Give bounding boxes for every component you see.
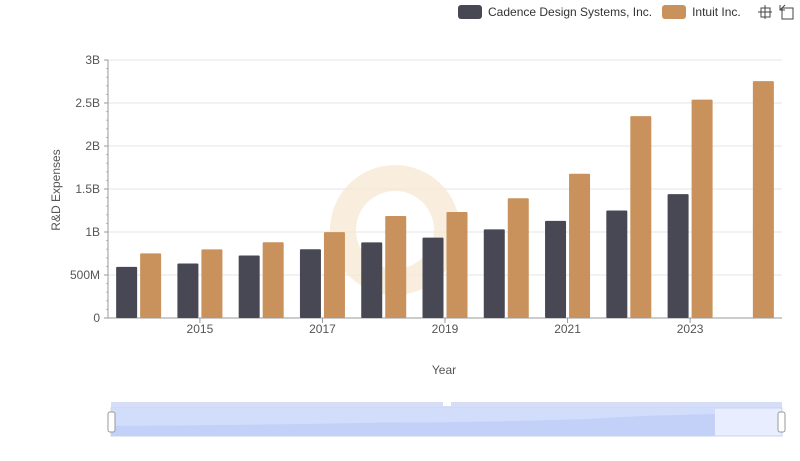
bar-cadence[interactable] [667, 194, 689, 318]
bar-intuit[interactable] [569, 173, 591, 318]
navigator-area [111, 414, 715, 436]
range-navigator[interactable] [107, 402, 786, 437]
legend: Cadence Design Systems, Inc. Intuit Inc. [458, 4, 795, 20]
y-axis-label: R&D Expenses [49, 149, 63, 230]
bar-cadence[interactable] [545, 220, 567, 318]
bar-intuit[interactable] [691, 99, 713, 318]
y-tick-label: 3B [85, 53, 100, 67]
y-tick-label: 2B [85, 139, 100, 153]
bar-cadence[interactable] [116, 266, 138, 318]
legend-label-cadence: Cadence Design Systems, Inc. [488, 5, 653, 19]
bar-intuit[interactable] [507, 198, 529, 318]
x-tick-label: 2015 [187, 322, 214, 336]
bar-intuit[interactable] [630, 116, 652, 319]
bar-cadence[interactable] [361, 242, 383, 318]
x-tick-label: 2021 [554, 322, 581, 336]
bar-cadence[interactable] [422, 237, 444, 318]
bar-intuit[interactable] [752, 81, 774, 318]
x-tick-label: 2019 [432, 322, 459, 336]
bar-intuit[interactable] [140, 253, 162, 318]
bar-cadence[interactable] [238, 255, 260, 318]
range-drag-grip[interactable] [443, 402, 451, 406]
bar-cadence[interactable] [606, 210, 628, 319]
legend-label-intuit: Intuit Inc. [692, 5, 741, 19]
bar-cadence[interactable] [177, 263, 199, 318]
y-tick-label: 1B [85, 225, 100, 239]
x-tick-label: 2023 [677, 322, 704, 336]
bar-intuit[interactable] [323, 232, 345, 318]
bar-intuit[interactable] [201, 249, 223, 318]
range-handle-left[interactable] [107, 411, 116, 433]
x-axis-label: Year [432, 363, 456, 377]
y-axis: 0 500M 1B 1.5B 2B 2.5B 3B [70, 53, 109, 325]
x-tick-label: 2017 [309, 322, 336, 336]
bar-cadence[interactable] [483, 229, 505, 318]
y-tick-label: 0 [93, 311, 100, 325]
legend-item-intuit[interactable]: Intuit Inc. [662, 5, 741, 19]
zoom-reset-icon[interactable] [779, 4, 795, 20]
legend-item-cadence[interactable]: Cadence Design Systems, Inc. [458, 5, 652, 19]
bar-intuit[interactable] [446, 211, 468, 318]
legend-swatch-intuit [662, 5, 687, 19]
y-tick-label: 500M [70, 268, 100, 282]
y-tick-label: 2.5B [75, 96, 100, 110]
bar-intuit[interactable] [385, 216, 407, 318]
zoom-select-icon[interactable] [757, 4, 773, 20]
bar-cadence[interactable] [299, 249, 321, 318]
bar-intuit[interactable] [262, 242, 284, 318]
x-axis: 2015 2017 2019 2021 2023 [187, 318, 704, 336]
y-tick-label: 1.5B [75, 182, 100, 196]
range-handle-right[interactable] [777, 411, 786, 433]
bars [116, 81, 774, 319]
legend-swatch-cadence [458, 5, 482, 19]
